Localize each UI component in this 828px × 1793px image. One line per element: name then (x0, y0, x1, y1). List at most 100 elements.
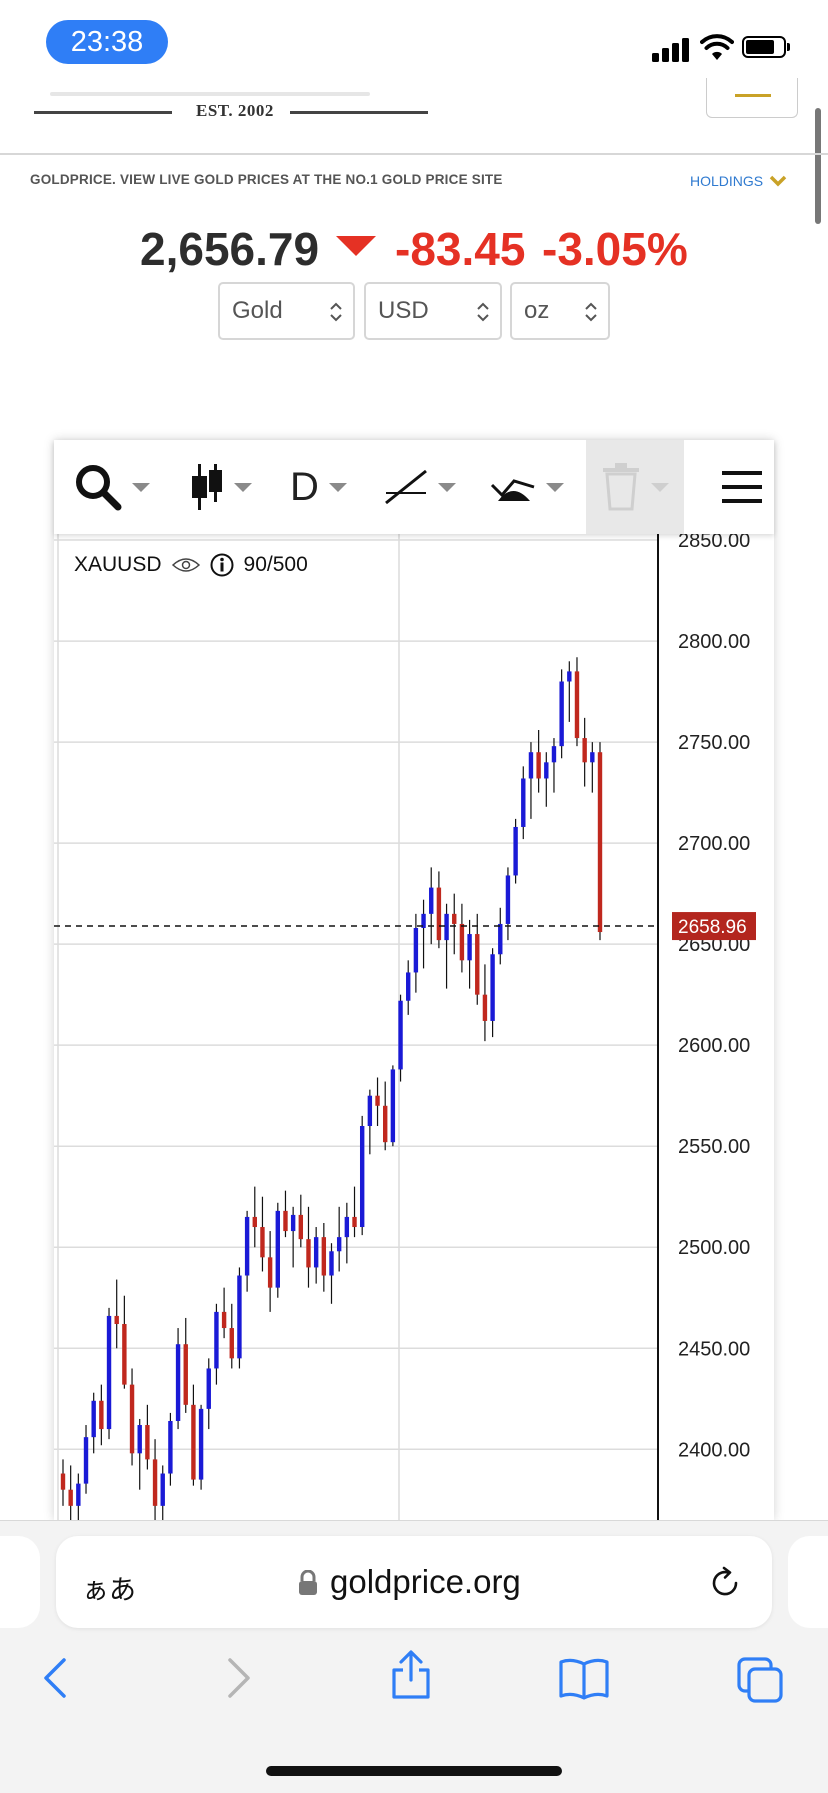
candle-body (221, 1311, 227, 1329)
updown-chevron-icon (585, 302, 597, 322)
gold-price: 2,656.79 (140, 223, 320, 275)
current-price-badge (672, 912, 756, 941)
url-text[interactable]: goldprice.org (330, 1563, 521, 1600)
down-arrow-icon (336, 236, 376, 256)
candle-body (475, 934, 480, 995)
candlestick-icon (192, 464, 222, 510)
forward-icon[interactable] (214, 1656, 258, 1700)
candle-body (298, 1214, 304, 1240)
delete-tool[interactable] (586, 440, 684, 534)
share-icon[interactable] (388, 1650, 434, 1700)
eye-icon[interactable] (171, 557, 200, 573)
logo-fragment (50, 92, 370, 96)
candle-body (551, 746, 557, 763)
candle-body (283, 1210, 288, 1232)
y-tick-label: 2500.00 (678, 1237, 750, 1259)
chart-container (54, 440, 774, 1520)
candle-body (145, 1425, 150, 1460)
previous-tab-preview[interactable] (0, 1536, 40, 1628)
candle-body (336, 1237, 342, 1252)
candle-body (60, 1473, 66, 1490)
candle-body (344, 1216, 350, 1238)
candle-body (168, 1420, 173, 1474)
page-scrollbar[interactable] (815, 108, 821, 224)
timeframe-label: D (290, 464, 319, 509)
search-tool[interactable] (74, 440, 150, 534)
candle-body (114, 1315, 119, 1325)
caret-down-icon (438, 482, 456, 492)
candle-body (367, 1095, 373, 1127)
caret-down-icon (546, 482, 564, 492)
battery-icon (742, 36, 790, 58)
search-icon (76, 465, 122, 511)
price-change: -83.45 (395, 223, 526, 275)
chart-menu-button[interactable] (722, 440, 762, 534)
candle-body (436, 887, 442, 941)
caret-down-icon (651, 482, 669, 492)
candle-body (99, 1400, 104, 1430)
indicator-icon (490, 479, 535, 501)
y-tick-label: 2800.00 (678, 631, 750, 653)
caret-down-icon (234, 482, 252, 492)
candle-body (383, 1105, 388, 1143)
candle-body (490, 954, 495, 1021)
candle-body (498, 923, 503, 955)
candle-body (521, 778, 526, 827)
header-menu-button[interactable] (706, 78, 798, 118)
lock-icon (299, 1570, 317, 1595)
holdings-label: HOLDINGS (690, 173, 764, 189)
home-indicator (266, 1766, 562, 1776)
candle-body (528, 752, 534, 779)
current-price-label: 2658.96 (678, 917, 747, 938)
tabs-icon[interactable] (736, 1656, 784, 1704)
unit-select-value: oz (524, 297, 550, 324)
candle-body (544, 762, 549, 779)
candle-body (68, 1489, 73, 1506)
metal-select[interactable]: Gold (218, 282, 355, 340)
candle-body (467, 934, 472, 961)
currency-select[interactable]: USD (364, 282, 502, 340)
bar-count: 90/500 (243, 553, 308, 576)
bookmarks-icon[interactable] (558, 1656, 610, 1700)
header-divider (0, 153, 828, 155)
logo-rule-right (290, 111, 428, 114)
candle-body (106, 1315, 112, 1430)
reload-icon[interactable] (708, 1566, 742, 1600)
holdings-link[interactable]: HOLDINGS (690, 173, 787, 189)
candle-body (321, 1237, 327, 1276)
candle-body (582, 738, 587, 763)
address-bar[interactable] (56, 1536, 772, 1628)
logo-rule-left (34, 111, 172, 114)
candle-body (359, 1126, 365, 1228)
candle-body (122, 1324, 127, 1385)
timeframe-tool[interactable]: D (290, 440, 347, 534)
candle-body (91, 1400, 96, 1438)
chart-type-tool[interactable] (190, 440, 252, 534)
candle-body (352, 1216, 357, 1228)
candle-body (574, 671, 580, 739)
candle-body (421, 913, 426, 928)
info-icon[interactable] (210, 553, 234, 577)
drawing-tool[interactable] (384, 440, 456, 534)
trash-icon (603, 463, 639, 511)
candle-body (137, 1425, 142, 1454)
next-tab-preview[interactable] (788, 1536, 828, 1628)
candle-body (175, 1344, 181, 1421)
updown-chevron-icon (330, 302, 342, 322)
candle-body (129, 1384, 135, 1454)
status-time: 23:38 (46, 20, 168, 64)
y-tick-label: 2700.00 (678, 833, 750, 855)
wifi-icon (700, 34, 734, 60)
page-settings-button[interactable]: ぁあ (82, 1575, 136, 1605)
candlestick-chart[interactable]: 2850.002800.002750.002700.002650.002600.… (54, 534, 774, 1520)
candle-body (505, 875, 511, 924)
price-change-percent: -3.05% (542, 223, 688, 275)
candle-body (406, 972, 411, 1001)
back-icon[interactable] (36, 1656, 80, 1700)
unit-select[interactable]: oz (510, 282, 610, 340)
candle-body (214, 1311, 219, 1369)
candle-body (252, 1216, 257, 1228)
y-tick-label: 2600.00 (678, 1035, 750, 1057)
y-tick-label: 2750.00 (678, 732, 750, 754)
indicator-tool[interactable] (490, 440, 564, 534)
